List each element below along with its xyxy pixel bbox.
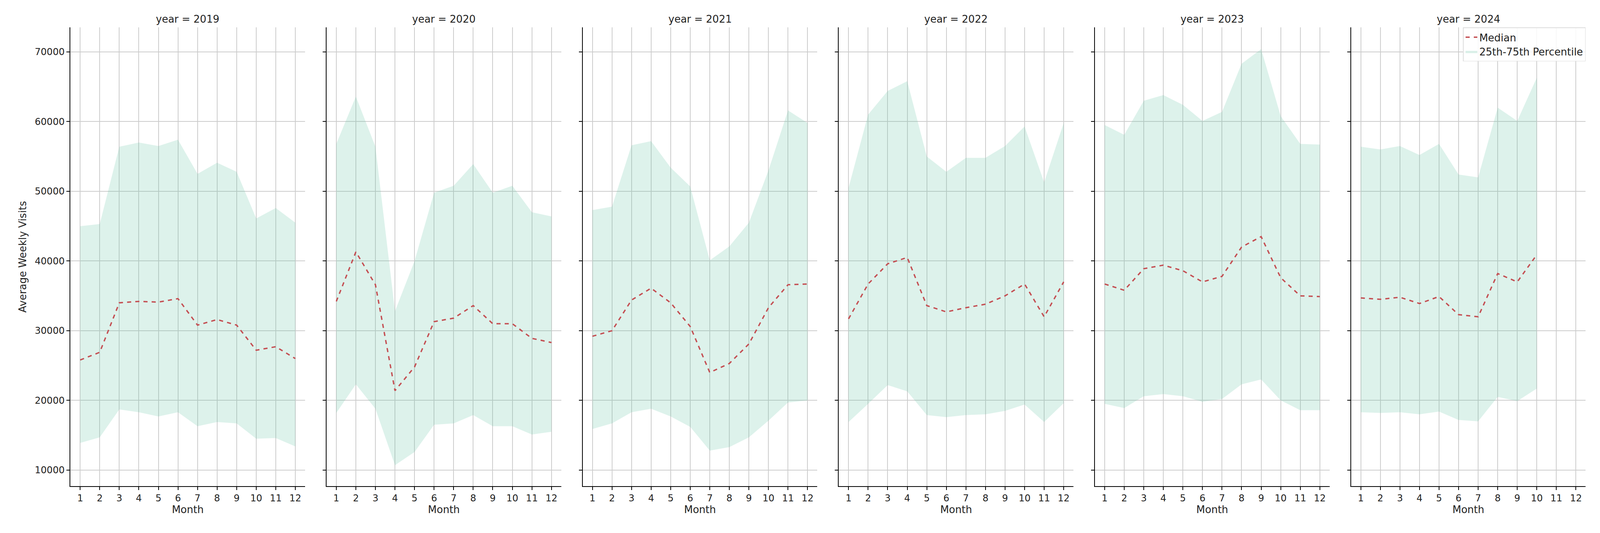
svg-text:1: 1 [1357, 492, 1364, 504]
svg-text:12: 12 [545, 492, 558, 504]
svg-text:6: 6 [687, 492, 693, 504]
svg-text:3: 3 [116, 492, 123, 504]
svg-text:5: 5 [1435, 492, 1442, 504]
svg-text:10000: 10000 [34, 464, 65, 476]
svg-text:12: 12 [1057, 492, 1070, 504]
svg-text:1: 1 [77, 492, 84, 504]
svg-text:12: 12 [1569, 492, 1583, 504]
svg-text:8: 8 [470, 492, 477, 504]
svg-text:year = 2021: year = 2021 [668, 13, 733, 25]
svg-text:4: 4 [904, 492, 911, 504]
svg-text:60000: 60000 [34, 116, 65, 128]
svg-text:2: 2 [608, 492, 615, 504]
svg-text:3: 3 [628, 492, 635, 504]
svg-text:11: 11 [1294, 492, 1307, 504]
svg-text:11: 11 [782, 492, 795, 504]
svg-text:11: 11 [1550, 492, 1563, 504]
svg-text:6: 6 [431, 492, 438, 504]
svg-text:2: 2 [96, 492, 103, 504]
svg-text:7: 7 [706, 492, 713, 504]
svg-text:4: 4 [392, 492, 399, 504]
svg-text:3: 3 [884, 492, 891, 504]
svg-text:9: 9 [489, 492, 496, 504]
svg-text:50000: 50000 [34, 185, 65, 197]
svg-text:9: 9 [233, 492, 240, 504]
svg-text:5: 5 [155, 492, 162, 504]
svg-text:9: 9 [1514, 492, 1521, 504]
svg-text:4: 4 [1160, 492, 1167, 504]
svg-text:2: 2 [1121, 492, 1127, 504]
svg-text:6: 6 [943, 492, 950, 504]
svg-text:5: 5 [667, 492, 674, 504]
svg-text:10: 10 [1274, 492, 1287, 504]
svg-text:year = 2020: year = 2020 [412, 13, 476, 25]
svg-text:7: 7 [1219, 492, 1225, 504]
svg-text:year = 2022: year = 2022 [924, 13, 988, 25]
svg-text:30000: 30000 [34, 325, 65, 337]
svg-text:Month: Month [683, 503, 717, 516]
svg-text:9: 9 [746, 492, 752, 504]
svg-text:Month: Month [428, 503, 461, 516]
svg-text:12: 12 [289, 492, 302, 504]
svg-text:Month: Month [1196, 503, 1229, 516]
svg-text:7: 7 [1475, 492, 1481, 504]
svg-text:12: 12 [801, 492, 814, 504]
svg-text:25th-75th Percentile: 25th-75th Percentile [1479, 46, 1583, 58]
svg-text:4: 4 [1416, 492, 1423, 504]
svg-text:8: 8 [1494, 492, 1501, 504]
svg-text:5: 5 [1180, 492, 1186, 504]
svg-text:4: 4 [648, 492, 654, 504]
svg-text:3: 3 [372, 492, 379, 504]
svg-text:40000: 40000 [34, 255, 65, 267]
svg-text:2: 2 [1377, 492, 1384, 504]
svg-text:11: 11 [269, 492, 283, 504]
svg-text:2: 2 [865, 492, 872, 504]
svg-text:2: 2 [352, 492, 359, 504]
svg-text:10: 10 [250, 492, 263, 504]
svg-text:8: 8 [1238, 492, 1245, 504]
svg-text:1: 1 [589, 492, 596, 504]
svg-text:10: 10 [1530, 492, 1543, 504]
svg-text:10: 10 [1018, 492, 1031, 504]
svg-text:5: 5 [923, 492, 930, 504]
svg-text:year = 2023: year = 2023 [1180, 13, 1245, 25]
svg-text:year = 2019: year = 2019 [155, 13, 220, 25]
svg-text:Median: Median [1479, 32, 1517, 44]
svg-text:8: 8 [726, 492, 733, 504]
svg-text:3: 3 [1396, 492, 1403, 504]
svg-text:Month: Month [1452, 503, 1485, 516]
svg-text:Month: Month [171, 503, 204, 516]
svg-text:3: 3 [1140, 492, 1147, 504]
svg-text:1: 1 [333, 492, 340, 504]
svg-text:1: 1 [845, 492, 852, 504]
svg-text:20000: 20000 [34, 395, 65, 407]
svg-text:8: 8 [982, 492, 989, 504]
svg-text:Average Weekly Visits: Average Weekly Visits [16, 201, 29, 313]
svg-text:9: 9 [1001, 492, 1008, 504]
svg-text:70000: 70000 [34, 46, 65, 58]
svg-text:6: 6 [1455, 492, 1462, 504]
svg-text:11: 11 [525, 492, 538, 504]
svg-text:6: 6 [175, 492, 181, 504]
svg-text:10: 10 [762, 492, 775, 504]
svg-text:9: 9 [1258, 492, 1265, 504]
svg-text:Month: Month [940, 503, 973, 516]
svg-text:11: 11 [1038, 492, 1051, 504]
svg-text:7: 7 [450, 492, 457, 504]
svg-text:1: 1 [1101, 492, 1108, 504]
svg-text:8: 8 [214, 492, 220, 504]
svg-text:7: 7 [962, 492, 969, 504]
svg-text:7: 7 [194, 492, 201, 504]
svg-text:6: 6 [1199, 492, 1206, 504]
svg-text:year = 2024: year = 2024 [1436, 13, 1501, 25]
svg-text:10: 10 [506, 492, 519, 504]
svg-text:12: 12 [1313, 492, 1326, 504]
svg-text:5: 5 [411, 492, 418, 504]
svg-text:4: 4 [135, 492, 142, 504]
